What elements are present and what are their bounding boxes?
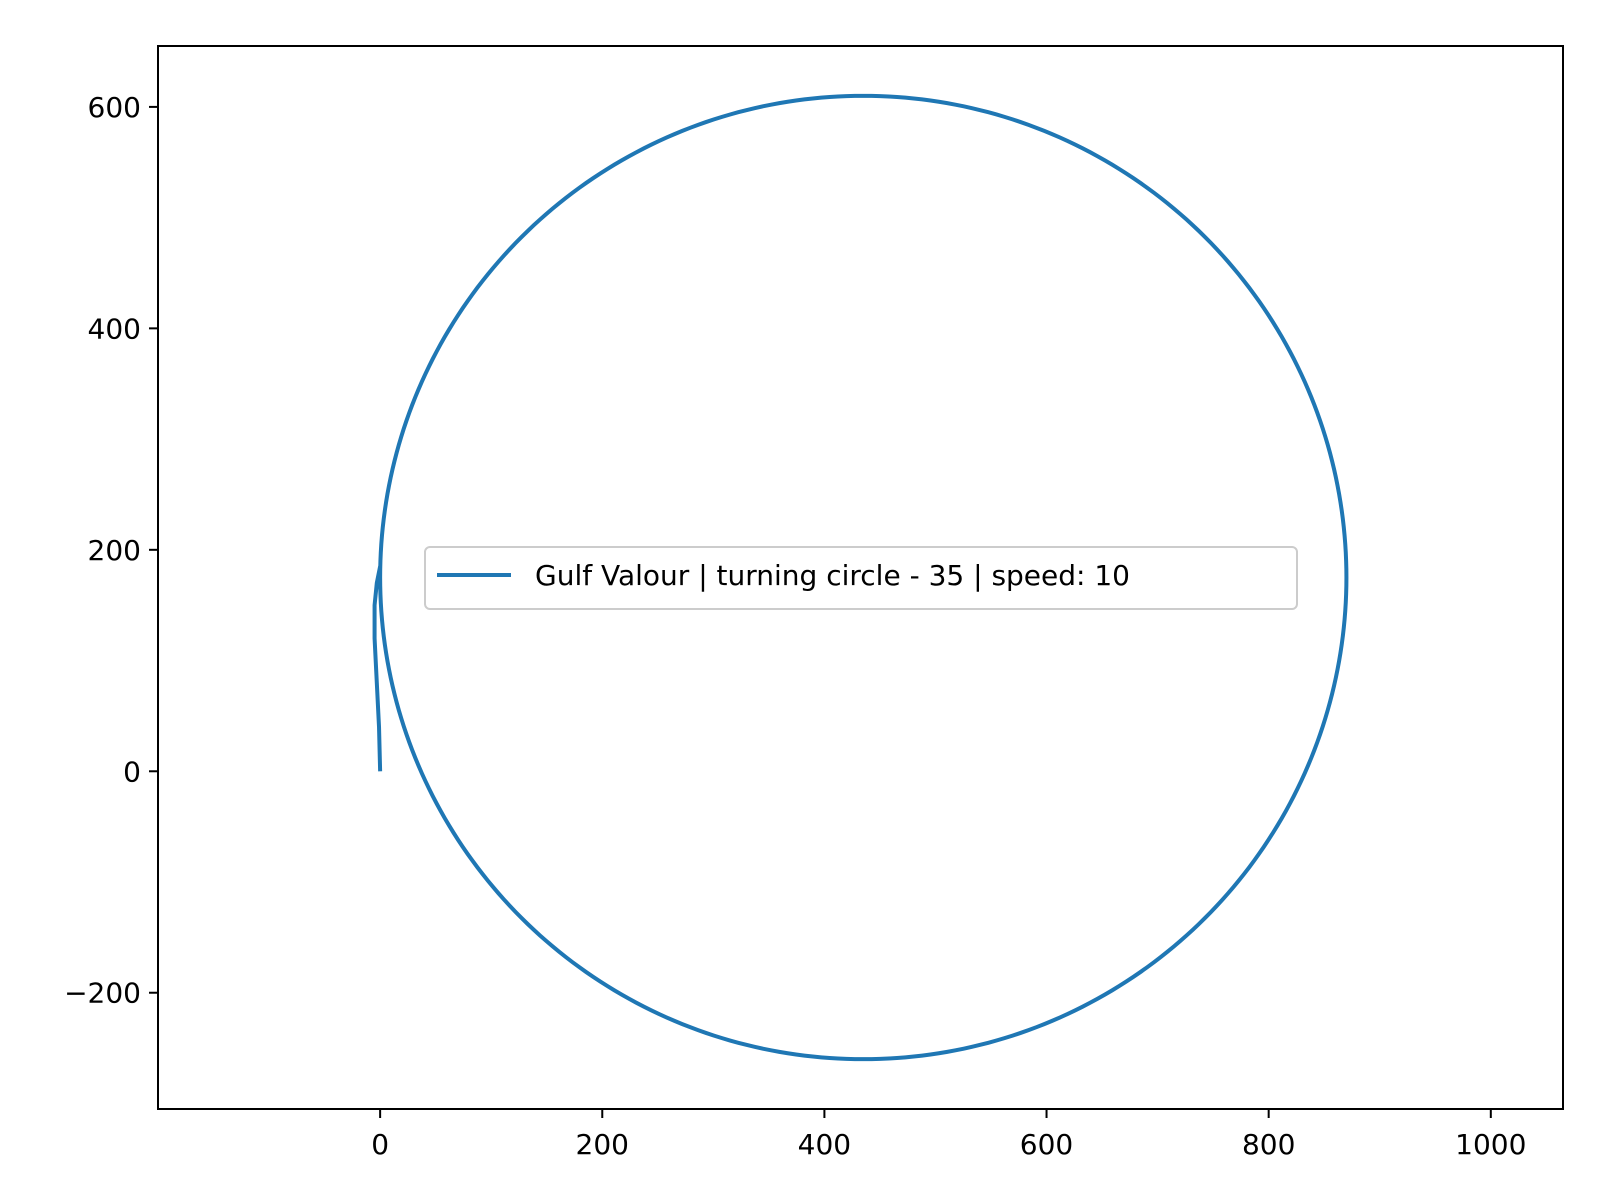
y-tick-label: −200 [64,977,141,1010]
series-layer [372,93,1349,1062]
legend: Gulf Valour | turning circle - 35 | spee… [424,546,1298,610]
x-tick-label: 1000 [1455,1128,1526,1161]
y-tick-label: 600 [88,91,141,124]
y-tick-label: 200 [88,534,141,567]
x-tick-label: 600 [1020,1128,1073,1161]
x-tick-label: 800 [1242,1128,1295,1161]
legend-box [424,546,1298,610]
y-tick-label: 400 [88,312,141,345]
plot-frame [157,45,1564,1110]
x-tick-label: 200 [576,1128,629,1161]
x-tick-label: 400 [798,1128,851,1161]
x-axis-ticks: 0 200 400 600 800 1000 [371,1109,1526,1161]
series-line-0 [372,93,1349,1062]
y-tick-label: 0 [123,755,141,788]
y-axis-ticks: −200 0 200 400 600 [64,91,158,1010]
x-tick-label: 0 [371,1128,389,1161]
legend-label: Gulf Valour | turning circle - 35 | spee… [535,559,1130,592]
